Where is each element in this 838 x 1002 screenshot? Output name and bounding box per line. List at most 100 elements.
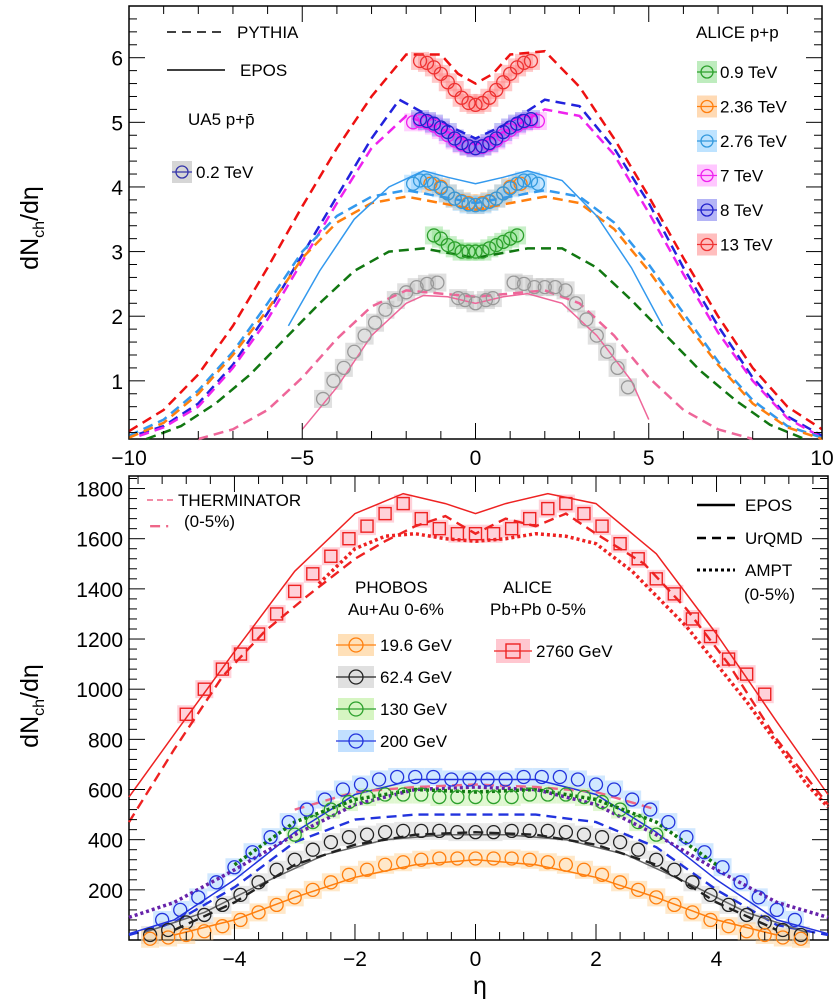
bot-marker-3-point-27	[631, 842, 646, 857]
bot-marker-1-point-20	[516, 769, 531, 785]
top-y-tick-label: 5	[111, 112, 123, 135]
bot-marker-3-point-25	[594, 830, 610, 845]
bot-marker-3-point-1	[161, 922, 176, 938]
legend-alice-4-label: 8 TeV	[720, 201, 764, 220]
bot-marker-4-point-32	[721, 919, 736, 934]
top-marker-0-point-6	[378, 302, 393, 317]
bot-marker-1-point-33	[751, 890, 766, 905]
legend-therminator-label: THERMINATOR	[178, 491, 301, 510]
bot-marker-0-point-3	[233, 647, 248, 661]
legend-phobos-1-label: 62.4 GeV	[380, 668, 452, 687]
bot-marker-3-point-32	[721, 897, 736, 913]
bot-marker-4-point-34	[757, 927, 772, 943]
legend-therminator-sublabel: (0-5%)	[184, 512, 235, 531]
bot-marker-1-point-10	[335, 782, 351, 797]
bot-x-tick-label: 2	[590, 948, 602, 971]
bot-marker-4-point-5	[233, 912, 248, 928]
bot-marker-4-point-9	[305, 882, 320, 897]
bot-marker-0-point-10	[360, 519, 374, 533]
bot-marker-4-point-24	[576, 862, 592, 877]
legend-phobos-0-marker	[348, 637, 364, 653]
bot-marker-4-point-17	[450, 851, 465, 866]
bot-marker-2-point-10	[468, 789, 483, 805]
top-marker-3-point-14	[502, 181, 518, 196]
legend-epos-label: EPOS	[240, 61, 287, 80]
legend-alice-3-marker	[700, 168, 714, 183]
top-marker-6-point-12	[496, 75, 511, 90]
legend-alice-2-label: 2.76 TeV	[720, 132, 787, 151]
top-marker-4-point-18	[530, 113, 546, 129]
legend-alice-1-label: 2.36 TeV	[720, 98, 787, 117]
bot-y-tick-label: 800	[88, 729, 123, 752]
bot-marker-0-point-26	[649, 572, 663, 586]
bot-series-7-line	[233, 787, 718, 867]
top-chart: −10 −5 0 5 10 1 2 3 4 5 6 dNch/dη PYTHIA EPOS UA5 …	[16, 5, 834, 470]
bot-marker-1-point-32	[733, 875, 748, 890]
bot-marker-1-point-12	[371, 772, 387, 787]
top-marker-0-point-23	[568, 296, 584, 311]
bot-marker-0-band-23	[593, 517, 612, 536]
bot-marker-1-point-8	[299, 802, 314, 817]
legend-alice-0-marker	[700, 65, 714, 79]
bot-marker-0-point-30	[721, 652, 736, 666]
bot-marker-0-point-20	[541, 501, 555, 516]
legend-phobos-heading-2: Au+Au 0-6%	[348, 600, 444, 619]
top-marker-1-point-6	[468, 244, 483, 259]
bot-marker-3-point-13	[377, 825, 393, 840]
bot-marker-0-band-20	[538, 499, 557, 518]
bot-y-tick-label: 1400	[76, 579, 123, 602]
bot-marker-0-point-9	[342, 532, 356, 546]
top-marker-6-point-16	[523, 53, 539, 69]
bot-y-tick-label: 400	[88, 830, 123, 853]
bot-marker-0-point-29	[703, 629, 718, 644]
legend-epos-label: EPOS	[745, 496, 792, 515]
bot-marker-0-band-17	[484, 524, 503, 543]
bot-marker-3-point-18	[468, 825, 483, 840]
bot-marker-0-point-31	[739, 667, 754, 681]
top-marker-5-point-12	[496, 124, 511, 140]
top-marker-6-point-0	[412, 53, 428, 69]
bot-marker-4-point-0	[142, 931, 158, 946]
bot-marker-4-point-19	[486, 851, 501, 866]
bot-marker-0-point-5	[269, 607, 284, 621]
top-marker-0-point-25	[589, 328, 604, 343]
bot-marker-3-point-6	[251, 875, 266, 890]
bot-marker-0-band-31	[737, 665, 756, 684]
bot-marker-3-point-5	[233, 887, 248, 903]
bot-marker-0-point-16	[468, 526, 483, 541]
top-marker-1-point-7	[475, 244, 490, 259]
top-marker-0-point-2	[336, 360, 351, 376]
bot-marker-2-point-1	[305, 814, 320, 830]
bot-marker-1-point-3	[209, 875, 224, 890]
legend-phobos-2-marker	[348, 701, 364, 717]
bot-marker-0-band-8	[321, 547, 340, 566]
bot-marker-0-band-18	[502, 519, 521, 538]
bot-marker-4-point-25	[594, 867, 610, 882]
bottom-chart: −4 −2 0 2 420040060080010001200140016001800 …	[16, 475, 830, 1000]
top-marker-6-point-8	[468, 97, 483, 113]
top-marker-3-point-15	[509, 176, 525, 191]
legend-ua5-heading: UA5 p+p̄	[188, 110, 255, 129]
top-marker-6-point-14	[509, 60, 525, 75]
top-marker-1-point-0	[426, 228, 442, 243]
bot-marker-3-point-19	[486, 825, 501, 840]
top-legend-models: PYTHIA EPOS	[167, 23, 299, 80]
top-marker-3-point-8	[461, 197, 476, 212]
top-marker-3-point-0	[405, 176, 421, 191]
top-marker-1-point-8	[482, 241, 497, 256]
bot-marker-2-point-20	[649, 827, 664, 842]
bot-marker-2-point-9	[450, 789, 465, 805]
top-marker-0-point-4	[357, 328, 372, 343]
legend-pythia-label: PYTHIA	[237, 23, 299, 42]
legend-alice-3-label: 7 TeV	[720, 167, 764, 186]
top-marker-5-point-16	[523, 111, 539, 127]
top-marker-5-point-7	[461, 139, 476, 154]
top-y-tick-label: 3	[111, 242, 123, 265]
bot-marker-4-point-21	[522, 852, 537, 867]
bot-marker-4-point-4	[215, 919, 230, 934]
legend-alice-5-marker	[700, 237, 714, 252]
bot-marker-3-point-9	[305, 842, 320, 857]
bot-marker-0-point-24	[613, 537, 627, 551]
bot-marker-2-point-16	[576, 789, 592, 805]
